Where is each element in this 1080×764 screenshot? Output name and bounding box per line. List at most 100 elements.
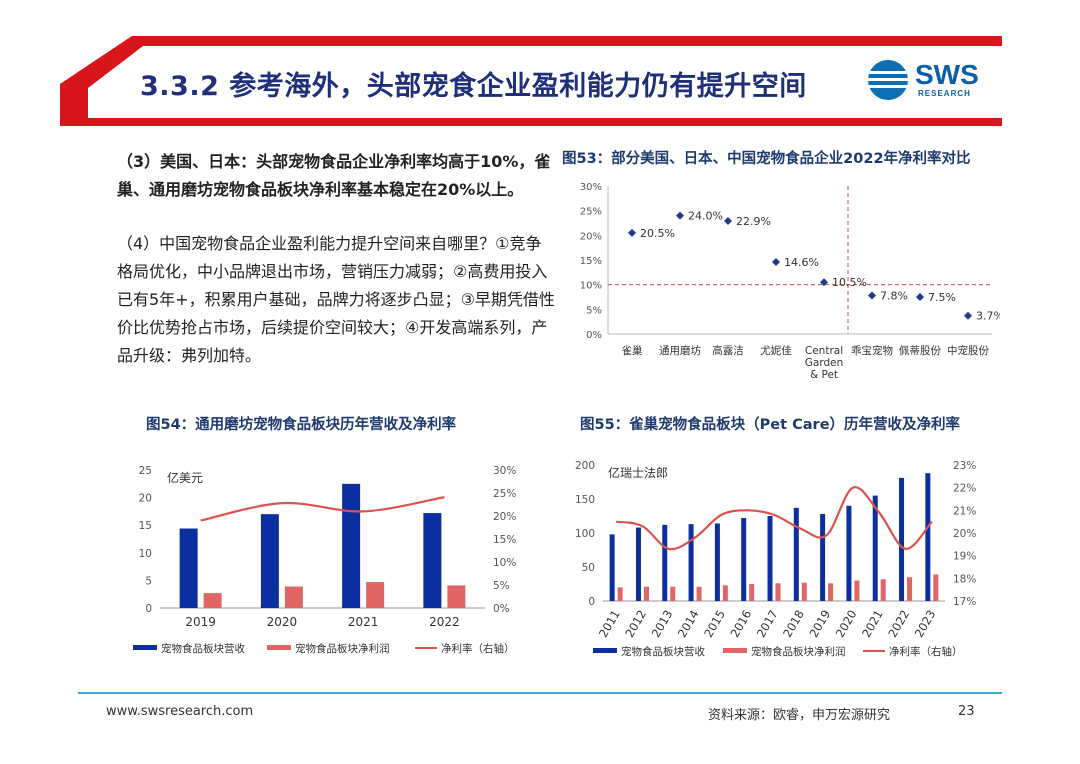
page-number: 23 [958,704,975,719]
legend-label-margin: 净利率（右轴） [889,645,963,658]
bar-revenue-2020 [260,514,279,608]
y-left-tick-label: 150 [575,494,595,506]
legend-label-profit: 宠物食品板块净利润 [295,642,390,655]
bar-revenue-2022 [423,513,442,608]
header-white-panel [88,46,1002,118]
figure55-title: 图55：雀巢宠物食品板块（Pet Care）历年营收及净利率 [580,417,961,433]
line-net-margin [615,486,933,551]
data-point-4 [772,257,780,266]
x-category-label: 2011 [596,608,623,640]
unit-label: 亿美元 [167,470,203,485]
bar-revenue-2017 [767,516,773,601]
legend-swatch-revenue [593,648,617,653]
y-left-tick-label: 0 [145,603,152,615]
bar-profit-2015 [722,585,728,601]
figure54-title: 图54：通用磨坊宠物食品板块历年营收及净利率 [146,417,457,433]
logo-text: SWS [915,59,979,90]
line-net-margin [200,496,445,522]
x-category-label: 2019 [185,615,216,629]
x-category-label: 2018 [780,608,807,640]
bar-profit-2021 [880,579,886,601]
bar-revenue-2020 [846,505,852,601]
bar-profit-2021 [366,582,385,608]
chart-fig53-net-margin: 0% 5% 10% 15% 20% 25% 30% 雀巢 通用磨坊 高露洁 尤妮佳 CentralGa… [580,182,1000,381]
figure53-title: 图53：部分美国、日本、中国宠物食品企业2022年净利率对比 [562,151,971,167]
footer-url[interactable]: www.swsresearch.com [106,704,254,719]
bar-revenue-2019 [820,513,826,601]
bar-profit-2012 [643,586,649,601]
bar-revenue-2022 [899,477,905,601]
data-label-5: 10.5% [832,276,867,289]
bar-profit-2017 [775,583,781,601]
y-tick-label: 30% [580,182,602,193]
y-left-tick-label: 200 [575,460,595,472]
y-right-tick-label: 10% [493,557,516,569]
y-right-tick-label: 17% [953,596,976,608]
data-label-8: 3.7% [976,310,1000,323]
header-banner [60,36,1002,126]
bar-profit-2019 [828,583,834,601]
x-category-label: 2017 [754,608,781,640]
x-category-label: 乖宝宠物 [851,344,893,357]
y-right-tick-label: 19% [953,551,976,563]
legend-label-margin: 净利率（右轴） [441,642,515,655]
data-label-1: 20.5% [640,227,675,240]
bar-revenue-2021 [872,495,878,601]
y-right-tick-label: 30% [493,465,516,477]
sws-logo-icon [868,60,908,100]
data-label-3: 22.9% [736,215,771,228]
bar-profit-2016 [749,584,755,601]
x-category-label: 2013 [649,608,676,640]
x-category-label: 通用磨坊 [659,344,701,357]
footer-divider [78,692,1002,694]
bar-revenue-2021 [342,483,361,608]
y-left-tick-label: 15 [139,520,152,532]
paragraph-us-japan: （3）美国、日本：头部宠物食品企业净利率均高于10%，雀巢、通用磨坊宠物食品板块… [117,152,551,199]
bar-revenue-2014 [688,524,694,601]
data-point-3 [724,217,732,226]
data-label-7: 7.5% [928,291,956,304]
x-category-label: 2016 [728,608,755,640]
x-category-label: Central [805,345,843,357]
bar-profit-2014 [696,586,702,601]
x-category-label: 佩蒂股份 [899,344,941,357]
bar-profit-2018 [801,582,807,601]
x-category-label: 2012 [622,608,649,640]
bar-revenue-2012 [635,527,641,601]
x-category-label: 雀巢 [622,344,643,357]
y-left-tick-label: 0 [588,596,595,608]
chart-fig55-nestle: 0 50 100 150 200 17% 18% 19% 20% 21% 22% 23% 亿瑞士法郎 20… [575,460,976,658]
x-category-label: 2022 [429,615,460,629]
legend-swatch-profit [723,648,747,653]
y-tick-label: 10% [580,281,602,292]
y-left-tick-label: 25 [139,465,152,477]
x-category-label: 2022 [885,608,912,640]
bar-revenue-2015 [714,523,720,601]
y-right-tick-label: 0% [493,603,510,615]
y-right-tick-label: 5% [493,580,510,592]
y-right-tick-label: 23% [953,460,976,472]
x-category-label: 2019 [806,608,833,640]
legend-label-revenue: 宠物食品板块营收 [621,645,705,658]
bar-revenue-2013 [662,524,668,601]
y-left-tick-label: 10 [139,548,152,560]
y-left-tick-label: 20 [139,493,152,505]
chart-fig54-general-mills: 0 5 10 15 20 25 0% 5% 10% 15% 20% 25% 30% 亿美元 2019 2020… [133,465,516,655]
y-tick-label: 5% [586,305,602,316]
y-right-tick-label: 21% [953,505,976,517]
bar-profit-2011 [617,587,623,601]
y-tick-label: 20% [580,231,602,242]
bar-revenue-2018 [793,507,799,601]
x-category-label: 2014 [675,608,702,640]
bar-profit-2020 [854,580,860,601]
data-label-6: 7.8% [880,290,908,303]
page-title: 3.3.2 参考海外，头部宠食企业盈利能力仍有提升空间 [140,71,807,102]
data-point-8 [964,311,972,320]
data-point-6 [868,291,876,300]
y-right-tick-label: 20% [953,528,976,540]
paragraph-china-profit: （4）中国宠物食品企业盈利能力提升空间来自哪里？①竞争格局优化，中小品牌退出市场… [117,234,555,365]
bar-profit-2022 [907,577,913,601]
x-category-label: 尤妮佳 [760,344,792,357]
x-category-label: 2021 [348,615,379,629]
y-right-tick-label: 20% [493,511,516,523]
